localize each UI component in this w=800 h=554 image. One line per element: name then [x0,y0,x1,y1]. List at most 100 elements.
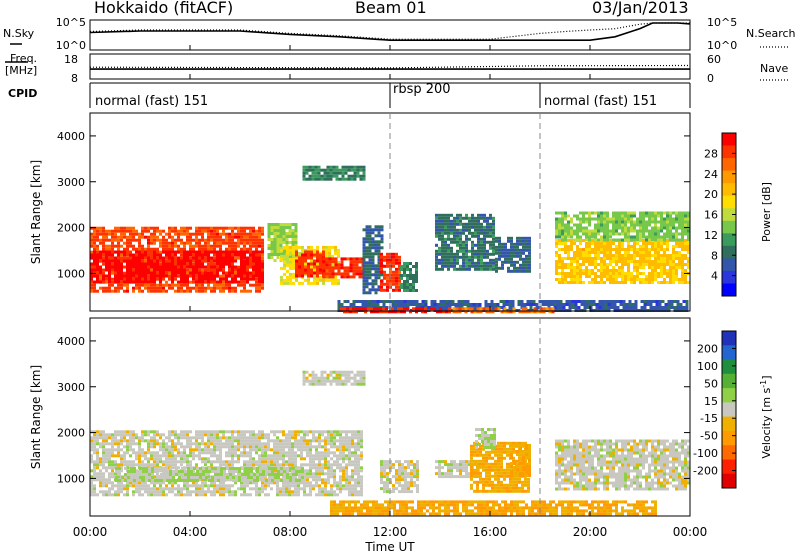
power-cell [129,259,132,263]
power-cell [189,232,192,236]
power-cell [359,168,363,172]
velocity-cell [111,493,114,497]
power-cell [93,265,96,269]
power-cell [138,253,141,257]
power-cell [403,265,406,268]
power-cell [453,222,456,226]
power-cell [597,242,600,245]
power-cell [310,253,313,257]
power-cell [576,263,579,266]
power-cell [132,289,135,293]
power-cell [477,231,480,235]
power-cell [156,268,159,272]
power-cell [358,257,362,261]
power-cell [380,270,383,274]
power-cell [392,264,395,268]
power-cell [594,281,597,284]
power-cell [615,220,618,224]
power-cell [99,229,102,233]
power-cell [493,303,497,306]
power-cell [619,300,623,303]
power-cell [430,300,434,303]
power-cell [126,253,129,257]
power-cell [120,262,123,266]
power-cell [585,235,588,239]
power-cell [395,270,398,274]
power-cell [331,245,334,249]
power-cell [600,272,603,275]
power-cell [183,241,186,245]
power-cell [365,276,369,280]
velocity-cell [159,490,162,494]
power-cell [447,216,450,220]
velocity-cell [96,451,99,455]
power-cell [252,274,255,278]
power-cell [666,217,669,221]
power-cell [591,239,594,242]
power-cell [261,232,264,236]
power-cell [466,300,470,303]
power-cell [564,238,567,242]
power-cell [597,263,600,266]
power-cell [539,310,543,314]
power-cell [447,267,450,271]
power-cell [138,238,141,242]
power-cell [186,286,189,290]
velocity-cell [135,481,138,485]
power-cell [664,303,668,306]
power-cell [159,274,162,278]
power-cell [228,247,231,251]
power-cell [621,242,624,245]
power-cell [316,278,319,282]
power-cell [111,262,114,266]
velocity-cell [195,448,198,452]
power-cell [597,217,600,221]
power-cell [441,219,444,223]
power-cell [624,232,627,236]
power-cell [368,273,372,277]
power-cell [477,237,480,241]
power-cell [301,274,304,278]
power-cell [153,286,156,290]
power-cell [490,303,494,306]
power-cell [618,232,621,236]
velocity-cell [120,439,123,443]
power-cell [459,222,462,226]
power-cell [618,214,621,218]
power-cell [135,256,138,260]
power-cell [231,250,234,254]
power-cell [93,286,96,290]
power-cell [585,220,588,224]
power-cell [314,174,318,178]
velocity-cell [105,442,108,446]
power-cell [343,310,346,314]
power-cell [267,223,271,226]
power-cell [159,280,162,284]
power-cell [162,268,165,272]
velocity-cell [102,460,105,464]
power-cell [201,259,204,263]
velocity-cell [108,460,111,464]
power-cell [412,277,415,280]
power-cell [609,254,612,257]
power-cell [523,303,527,306]
power-cell [561,223,564,227]
power-cell [675,272,678,275]
power-cell [180,253,183,257]
power-cell [450,213,453,217]
power-cell [479,307,483,311]
power-cell [316,265,319,269]
power-cell [663,251,666,254]
velocity-cell [141,451,144,455]
power-cell [273,253,277,256]
velocity-cell [123,445,126,449]
power-cell [108,280,111,284]
power-cell [102,229,105,233]
power-cell [636,248,639,251]
power-cell [204,280,207,284]
power-cell [368,255,372,259]
power-cell [601,300,605,303]
power-cell [320,177,324,181]
velocity-cell [207,475,210,479]
power-cell [621,254,624,257]
